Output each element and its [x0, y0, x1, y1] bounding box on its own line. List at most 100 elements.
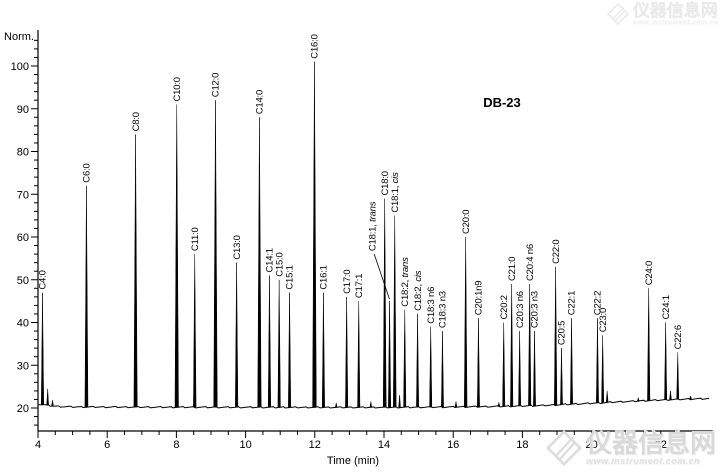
- peak-label: C18:2, trans: [400, 257, 411, 307]
- x-axis-title: Time (min): [327, 455, 379, 467]
- peak-minor: [497, 402, 501, 407]
- y-tick-label: 60: [17, 232, 29, 244]
- peak-label: C24:1: [661, 295, 672, 319]
- peak-c24-1: [664, 322, 668, 401]
- peak-label: C11:0: [190, 227, 201, 251]
- peak-c15-1: [288, 292, 292, 408]
- peak-c20-3-n6: [518, 331, 522, 407]
- x-tick-label: 16: [447, 439, 459, 451]
- peak-c10-0: [174, 104, 179, 408]
- peak-label: C22:2: [593, 291, 604, 315]
- peak-c23-0: [601, 335, 605, 403]
- peak-c15-0: [277, 279, 281, 408]
- peak-c18-2-cis: [416, 313, 419, 408]
- peak-c20-2: [502, 322, 506, 407]
- y-tick-label: 90: [17, 104, 29, 116]
- peak-c18-0: [382, 198, 387, 408]
- peak-c17-1: [357, 301, 361, 408]
- peak-c17-0: [345, 296, 349, 408]
- peak-label: C6:0: [82, 163, 93, 182]
- peak-c18-1-trans: [388, 301, 391, 408]
- x-tick-label: 18: [516, 439, 528, 451]
- peak-label: C21:0: [507, 257, 518, 281]
- peak-label: C22:0: [551, 240, 562, 264]
- x-tick-label: 10: [239, 439, 251, 451]
- peak-c16-1: [321, 292, 325, 408]
- peak-c21-0: [510, 283, 514, 407]
- peaks: [41, 61, 692, 408]
- peak-label: C18:3 n6: [426, 287, 437, 324]
- y-axis-title: Norm.: [4, 31, 34, 43]
- y-tick-label: 80: [17, 147, 29, 159]
- peak-c11-0: [193, 254, 197, 408]
- peak-minor: [46, 388, 49, 406]
- peak-c20-4-n6: [528, 283, 532, 406]
- peak-minor: [637, 396, 640, 402]
- peak-c18-2-trans: [403, 309, 407, 408]
- peak-c18-1-cis: [393, 215, 397, 408]
- peak-c16-0: [312, 61, 317, 408]
- x-tick-label: 12: [309, 439, 321, 451]
- y-tick-label: 30: [17, 360, 29, 372]
- peak-c22-1: [570, 318, 573, 405]
- peak-label: C22:6: [673, 325, 684, 349]
- peak-label: C20:1n9: [474, 281, 485, 316]
- peak-c6-0: [84, 185, 89, 408]
- y-tick-label: 50: [17, 275, 29, 287]
- peak-label: C4:0: [38, 270, 49, 289]
- peak-c14-1: [267, 275, 272, 408]
- peak-label: C18:3 n3: [438, 291, 449, 328]
- peak-label: C20:2: [499, 295, 510, 319]
- peak-c22-2: [596, 318, 599, 404]
- peak-c18-3-n6: [429, 326, 433, 408]
- x-tick-label: 14: [378, 439, 390, 451]
- peak-minor: [369, 401, 373, 408]
- y-tick-label: 20: [17, 403, 29, 415]
- peak-label: C14:1: [265, 248, 276, 272]
- peak-label: C18:2, cis: [413, 270, 424, 311]
- peak-label: C8:0: [131, 112, 142, 131]
- x-tick-label: 22: [655, 439, 667, 451]
- peak-label: C14:0: [255, 90, 266, 114]
- peak-label-leader: [373, 253, 390, 300]
- peak-c12-0: [213, 100, 218, 408]
- peak-label: C24:0: [644, 261, 655, 285]
- peak-c22-0: [554, 266, 558, 406]
- baseline-trace: [38, 397, 710, 409]
- chart-title: DB-23: [483, 95, 521, 110]
- y-tick-label: 40: [17, 318, 29, 330]
- peak-label: C20:5: [557, 321, 568, 345]
- peak-labels: C4:0 C6:0 C8:0 C10:0 C11:0 C12:0 C13:0 C14:0 C14…: [38, 34, 684, 349]
- y-tick-label: 100: [11, 61, 29, 73]
- peak-label: C16:0: [310, 34, 321, 58]
- x-tick-label: 6: [104, 439, 110, 451]
- x-tick-label: 20: [585, 439, 597, 451]
- peak-minor: [689, 395, 692, 400]
- peak-c18-3-n3: [441, 331, 444, 408]
- peak-c20-3-n3: [533, 331, 536, 406]
- peak-label: C18:1, trans: [368, 201, 379, 251]
- axes: 4 6 8 10 12 14 16 18 20 22 20 30 40 50 60 70 80 90 100: [11, 30, 714, 451]
- peak-label: C20:3 n3: [530, 291, 541, 328]
- peak-c22-6: [676, 352, 680, 400]
- peak-c24-0: [647, 288, 651, 401]
- peak-c20-0: [464, 236, 468, 408]
- peak-label: C17:0: [342, 270, 353, 294]
- y-tick-label: 70: [17, 189, 29, 201]
- peak-c8-0: [133, 134, 138, 408]
- peak-label: C12:0: [211, 73, 222, 97]
- peak-label: C20:4 n6: [525, 244, 536, 281]
- peak-label: C20:3 n6: [515, 291, 526, 328]
- x-tick-label: 8: [173, 439, 179, 451]
- peak-label: C17:1: [354, 274, 365, 298]
- peak-label: C10:0: [172, 77, 183, 101]
- signal-trace: [38, 397, 710, 409]
- peak-label: C16:1: [319, 265, 330, 289]
- peak-label: C15:1: [285, 265, 296, 289]
- peak-label: C18:0: [380, 171, 391, 195]
- peak-c13-0: [235, 262, 239, 408]
- peak-minor: [51, 400, 54, 407]
- x-tick-label: 4: [35, 439, 41, 451]
